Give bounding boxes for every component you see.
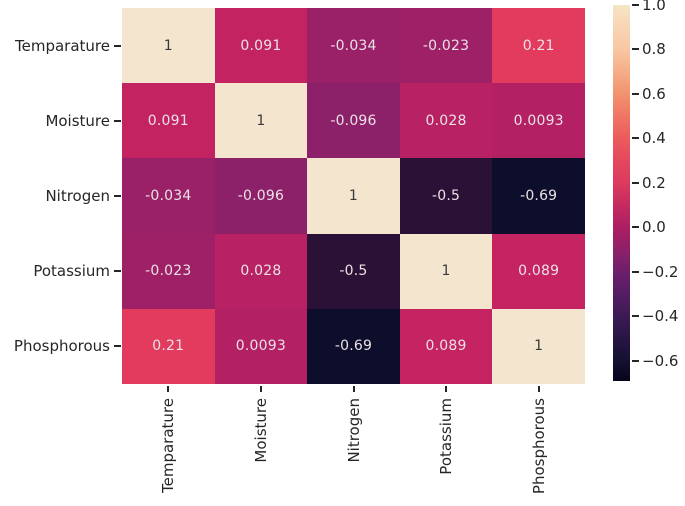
y-axis-tick <box>114 345 121 348</box>
heatmap-cell: 0.089 <box>492 233 585 309</box>
heatmap-cell: -0.096 <box>307 83 400 159</box>
cell-value: 0.21 <box>522 37 555 54</box>
heatmap-cell: -0.034 <box>307 8 400 84</box>
colorbar-tick-label: 0.4 <box>642 129 666 148</box>
x-axis-tick <box>352 386 355 392</box>
heatmap-cell: 0.21 <box>122 308 215 384</box>
heatmap-cell: -0.023 <box>399 8 493 84</box>
colorbar-tick <box>632 137 639 140</box>
x-axis-tick <box>167 386 170 392</box>
x-axis-tick-label-text: Nitrogen <box>344 398 363 463</box>
cell-value: -0.69 <box>334 338 373 355</box>
heatmap-cell: -0.69 <box>307 308 400 384</box>
x-axis-tick-label-text: Moisture <box>251 398 270 463</box>
y-axis-tick <box>114 44 121 47</box>
heatmap-cell: -0.5 <box>399 158 493 234</box>
y-axis-tick <box>114 119 121 122</box>
cell-value: -0.5 <box>339 263 368 280</box>
x-axis-tick <box>537 386 540 392</box>
cell-value: -0.096 <box>237 187 285 204</box>
colorbar-tick <box>632 270 639 273</box>
heatmap-cell: 0.028 <box>214 233 308 309</box>
heatmap-cell: -0.023 <box>122 233 215 309</box>
cell-value: 0.0093 <box>513 112 564 129</box>
colorbar-tick-label: 0.8 <box>642 40 666 59</box>
x-axis-tick <box>445 386 448 392</box>
heatmap-cell: 0.091 <box>122 83 215 159</box>
colorbar-tick-label: −0.6 <box>642 351 679 370</box>
cell-value: 0.091 <box>240 37 282 54</box>
heatmap-cell: 1 <box>399 233 493 309</box>
heatmap-cell: 0.091 <box>214 8 308 84</box>
cell-value: 0.089 <box>425 338 467 355</box>
y-axis-tick-label: Potassium <box>33 262 110 281</box>
heatmap-cell: 0.089 <box>399 308 493 384</box>
heatmap-grid: 1 0.091 -0.034 -0.023 0.21 0.091 1 -0.096 0.028 0… <box>122 8 585 384</box>
colorbar-tick-label: 0.6 <box>642 84 666 103</box>
cell-value: 1 <box>163 37 173 54</box>
y-axis-tick <box>114 270 121 273</box>
heatmap-cell: 1 <box>122 8 215 84</box>
cell-value: -0.034 <box>145 187 192 204</box>
cell-value: 0.089 <box>518 263 560 280</box>
heatmap-cell: -0.5 <box>307 233 400 309</box>
x-axis-tick-label-text: Temparature <box>159 398 178 493</box>
colorbar-tick-label: 0.0 <box>642 218 666 237</box>
cell-value: 0.028 <box>425 112 467 129</box>
cell-value: 1 <box>256 112 266 129</box>
cell-value: -0.034 <box>330 37 377 54</box>
cell-value: 1 <box>441 263 451 280</box>
colorbar-tick-label: 0.2 <box>642 173 666 192</box>
heatmap-cell: -0.034 <box>122 158 215 234</box>
colorbar-gradient <box>613 5 630 381</box>
y-axis-tick-label: Temparature <box>15 36 110 55</box>
colorbar-tick <box>632 92 639 95</box>
heatmap-cell: 0.0093 <box>492 83 585 159</box>
x-axis-tick-label-text: Potassium <box>437 398 456 475</box>
x-axis-tick-label-text: Phosphorous <box>529 398 548 495</box>
colorbar-tick <box>632 4 639 6</box>
cell-value: 0.21 <box>152 338 185 355</box>
cell-value: 1 <box>348 187 359 204</box>
colorbar-tick <box>632 48 639 51</box>
colorbar-tick <box>632 359 639 362</box>
cell-value: 0.0093 <box>235 338 286 355</box>
y-axis-tick-label: Nitrogen <box>45 186 110 205</box>
heatmap-cell: 1 <box>214 83 308 159</box>
y-axis-tick <box>114 195 121 197</box>
cell-value: -0.023 <box>145 263 192 280</box>
colorbar-tick-label: 1.0 <box>642 0 666 14</box>
cell-value: 0.028 <box>240 263 282 280</box>
heatmap-cell: 0.21 <box>492 8 585 84</box>
colorbar-tick <box>632 226 639 229</box>
colorbar-tick <box>632 315 639 318</box>
heatmap-cell: -0.69 <box>492 158 585 234</box>
heatmap-cell: 1 <box>307 158 400 234</box>
heatmap-cell: 1 <box>492 308 585 384</box>
colorbar-tick-label: −0.2 <box>642 262 679 281</box>
cell-value: 0.091 <box>147 112 189 129</box>
cell-value: 1 <box>534 338 544 355</box>
cell-value: -0.69 <box>520 187 558 204</box>
heatmap-cell: 0.028 <box>399 83 493 159</box>
colorbar-tick <box>632 181 639 184</box>
cell-value: -0.096 <box>330 112 377 129</box>
heatmap-cell: 0.0093 <box>214 308 308 384</box>
x-axis-tick <box>259 386 262 392</box>
cell-value: -0.023 <box>422 37 470 54</box>
y-axis-tick-label: Phosphorous <box>13 337 110 356</box>
y-axis-tick-label: Moisture <box>45 111 110 130</box>
colorbar-tick-label: −0.4 <box>642 307 679 326</box>
heatmap-cell: -0.096 <box>214 158 308 234</box>
cell-value: -0.5 <box>432 187 461 204</box>
